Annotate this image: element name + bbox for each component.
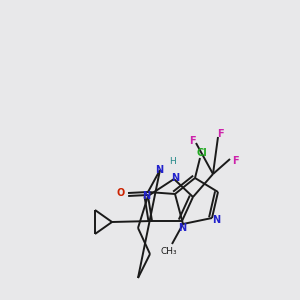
Text: N: N xyxy=(142,191,150,201)
Text: F: F xyxy=(189,136,195,146)
Text: Cl: Cl xyxy=(196,148,207,158)
Text: N: N xyxy=(212,215,220,225)
Text: F: F xyxy=(232,156,238,166)
Text: N: N xyxy=(155,165,163,175)
Text: CH₃: CH₃ xyxy=(161,248,177,256)
Text: F: F xyxy=(217,129,223,139)
Text: N: N xyxy=(171,173,179,183)
Text: N: N xyxy=(178,223,186,233)
Text: H: H xyxy=(169,158,176,166)
Text: O: O xyxy=(117,188,125,198)
